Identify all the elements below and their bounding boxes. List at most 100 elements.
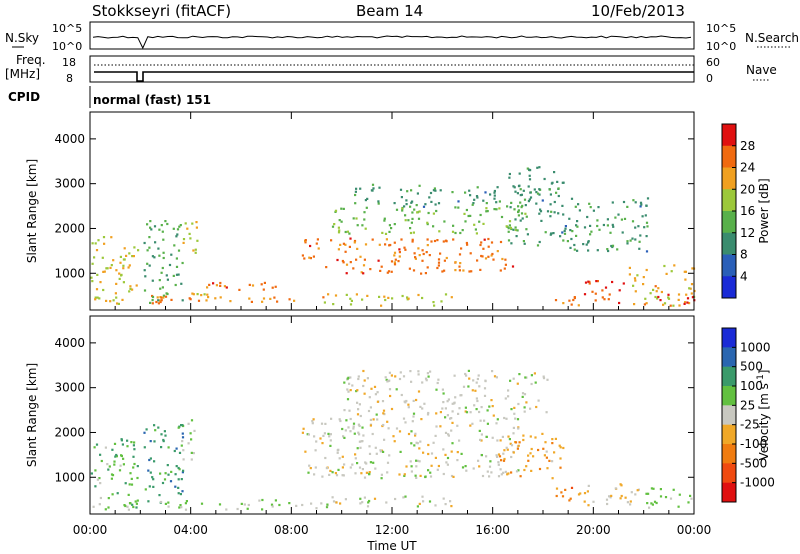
data-cell	[516, 192, 519, 195]
y-tick-label: 4000	[54, 336, 85, 350]
data-cell	[307, 433, 310, 436]
data-cell	[483, 419, 486, 422]
data-cell	[557, 212, 560, 215]
data-cell	[135, 502, 138, 505]
data-cell	[357, 431, 360, 434]
data-cell	[107, 506, 110, 509]
data-cell	[611, 280, 614, 284]
data-cell	[413, 252, 416, 255]
data-cell	[576, 220, 579, 223]
data-cell	[113, 442, 117, 445]
nsky-panel: N.Sky 10^5 10^0 10^5 10^0 N.Search	[5, 21, 799, 53]
data-cell	[348, 232, 351, 235]
data-cell	[515, 235, 518, 238]
data-cell	[309, 467, 312, 470]
data-cell	[517, 402, 520, 406]
data-cell	[660, 290, 663, 294]
data-cell	[450, 450, 453, 453]
data-cell	[179, 493, 182, 496]
data-cell	[364, 227, 367, 230]
data-cell	[609, 496, 612, 499]
data-cell	[307, 471, 310, 474]
data-cell	[261, 300, 264, 303]
data-cell	[342, 207, 345, 210]
data-cell	[262, 288, 265, 291]
data-cell	[182, 458, 185, 461]
data-cell	[535, 191, 538, 194]
data-cell	[436, 239, 439, 242]
data-cell	[160, 446, 163, 449]
data-cell	[412, 269, 416, 272]
data-cell	[493, 375, 497, 378]
data-cell	[650, 502, 653, 505]
data-cell	[542, 377, 546, 380]
data-cell	[333, 223, 336, 226]
data-cell	[690, 497, 693, 500]
data-cell	[639, 234, 642, 237]
data-cell	[409, 460, 412, 463]
data-cell	[568, 499, 571, 502]
data-cell	[592, 209, 595, 212]
data-cell	[677, 293, 681, 296]
data-cell	[539, 210, 543, 213]
data-cell	[349, 297, 352, 300]
data-cell	[479, 419, 482, 422]
data-cell	[521, 204, 524, 207]
data-cell	[498, 455, 502, 458]
data-cell	[663, 264, 666, 268]
data-cell	[99, 496, 102, 500]
data-cell	[418, 210, 421, 213]
data-cell	[551, 438, 554, 441]
colorbar-segment	[722, 211, 736, 234]
colorbar-segment	[722, 463, 736, 483]
data-cell	[501, 257, 504, 261]
data-cell	[190, 419, 194, 422]
data-cell	[512, 377, 515, 380]
data-cell	[345, 263, 349, 266]
data-cell	[474, 389, 477, 392]
data-cell	[175, 235, 178, 238]
data-cell	[346, 377, 349, 380]
data-cell	[338, 418, 341, 421]
data-cell	[118, 272, 121, 275]
data-cell	[389, 394, 392, 398]
data-cell	[315, 242, 318, 245]
data-cell	[559, 235, 562, 238]
data-cell	[480, 241, 483, 244]
data-cell	[524, 212, 527, 215]
freq-label: Freq.	[16, 53, 46, 67]
data-cell	[181, 436, 185, 439]
data-cell	[465, 241, 468, 245]
data-cell	[583, 226, 587, 229]
data-cell	[538, 188, 541, 191]
data-cell	[179, 224, 182, 227]
data-cell	[540, 219, 543, 222]
data-cell	[426, 223, 429, 226]
data-cell	[144, 275, 147, 278]
data-cell	[388, 454, 391, 457]
data-cell	[122, 281, 125, 284]
data-cell	[402, 375, 406, 378]
data-cell	[507, 435, 510, 438]
data-cell	[373, 385, 377, 388]
data-cell	[372, 461, 375, 464]
data-cell	[362, 384, 365, 388]
data-cell	[384, 376, 387, 379]
data-cell	[413, 208, 416, 211]
data-cell	[507, 472, 510, 475]
data-cell	[450, 296, 453, 299]
data-cell	[410, 189, 413, 192]
data-cell	[381, 231, 384, 234]
data-cell	[344, 498, 347, 501]
data-cell	[569, 246, 572, 249]
data-cell	[478, 410, 481, 414]
data-cell	[415, 204, 418, 207]
data-cell	[463, 212, 466, 215]
data-cell	[378, 243, 381, 246]
x-tick-label: 16:00	[475, 523, 510, 537]
data-cell	[379, 269, 382, 272]
data-cell	[530, 447, 533, 451]
x-tick-label: 00:00	[73, 523, 108, 537]
data-cell	[182, 241, 185, 244]
data-cell	[162, 251, 165, 254]
